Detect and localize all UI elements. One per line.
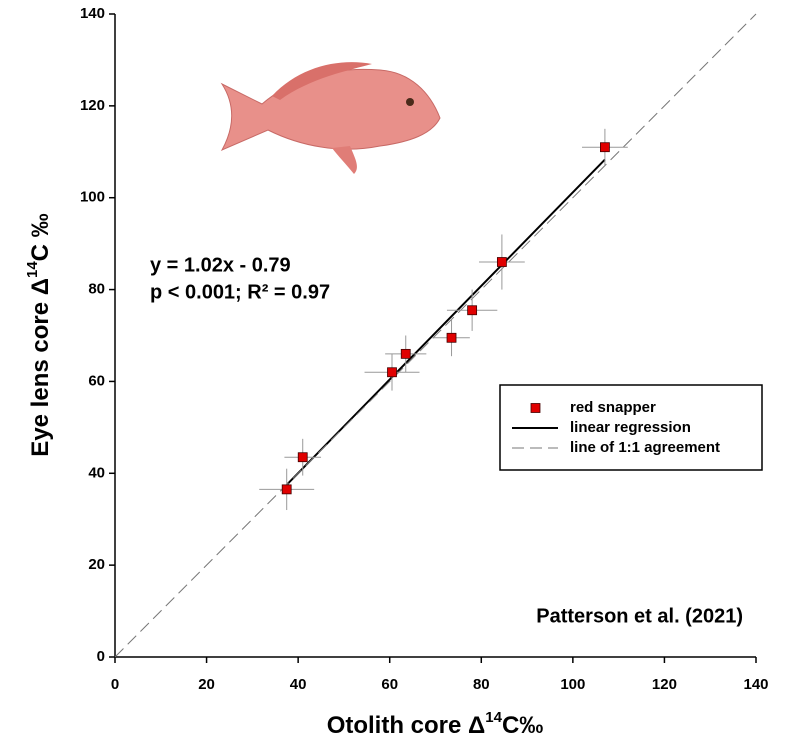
x-tick-label: 20 (198, 676, 215, 693)
x-tick-label: 100 (560, 676, 585, 693)
x-tick-label: 120 (652, 676, 677, 693)
x-tick-label: 0 (111, 676, 119, 693)
fish-eye (406, 98, 414, 106)
y-tick-label: 80 (88, 281, 105, 298)
fish-body (222, 69, 440, 150)
fish-illustration (222, 62, 440, 174)
y-tick-label: 40 (88, 464, 105, 481)
y-tick-label: 0 (97, 648, 105, 665)
y-axis-label: Eye lens core Δ14C ‰ (24, 213, 54, 456)
data-point (447, 333, 456, 342)
chart: Otolith core Δ14C‰ Eye lens core Δ14C ‰ … (0, 0, 788, 744)
fish-fin (332, 146, 357, 174)
data-point (497, 258, 506, 267)
x-tick-label: 80 (473, 676, 490, 693)
legend-marker (531, 404, 540, 413)
x-tick-label: 40 (290, 676, 307, 693)
data-point (600, 143, 609, 152)
statistics: p < 0.001; R² = 0.97 (150, 281, 330, 303)
legend-label: linear regression (570, 419, 691, 436)
legend-label: red snapper (570, 399, 656, 416)
data-point (282, 485, 291, 494)
y-tick-label: 140 (80, 5, 105, 22)
x-axis-label: Otolith core Δ14C‰ (327, 709, 544, 739)
x-tick-label: 140 (743, 676, 768, 693)
data-point (298, 453, 307, 462)
equation: y = 1.02x - 0.79 (150, 254, 291, 276)
y-tick-label: 120 (80, 97, 105, 114)
y-tick-label: 100 (80, 189, 105, 206)
y-tick-label: 60 (88, 372, 105, 389)
data-point (388, 368, 397, 377)
data-point (401, 349, 410, 358)
citation: Patterson et al. (2021) (536, 605, 743, 627)
legend-label: line of 1:1 agreement (570, 439, 720, 456)
y-tick-label: 20 (88, 556, 105, 573)
data-point (468, 306, 477, 315)
x-tick-label: 60 (381, 676, 398, 693)
